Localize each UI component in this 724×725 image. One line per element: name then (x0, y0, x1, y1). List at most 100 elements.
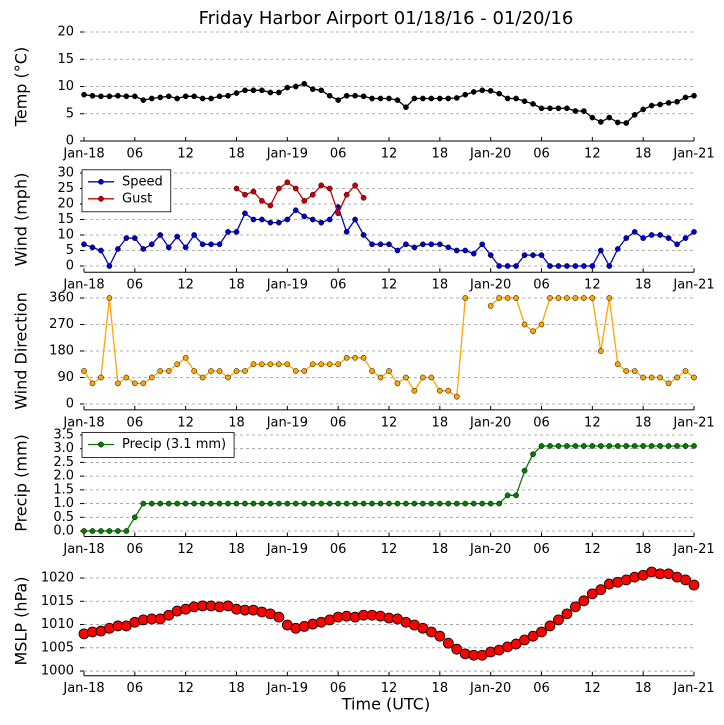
data-point (462, 295, 469, 301)
data-point (586, 588, 598, 600)
data-point (233, 500, 240, 507)
data-point (352, 354, 358, 361)
series-line (84, 445, 694, 532)
data-point (335, 210, 342, 217)
data-point (606, 443, 613, 449)
x-tick-label: 06 (330, 278, 347, 293)
data-point (648, 102, 655, 109)
data-point (487, 500, 494, 507)
data-point (442, 637, 454, 649)
data-point (165, 368, 172, 374)
data-point (106, 295, 113, 301)
data-point (89, 244, 96, 251)
data-point (597, 247, 604, 254)
data-point (318, 500, 325, 507)
data-point (445, 244, 452, 251)
data-point (157, 368, 164, 374)
x-tick-label: Jan-20 (469, 278, 511, 293)
y-tick-label: 3.5 (53, 427, 74, 442)
y-tick-label: 15 (57, 212, 74, 227)
data-point (479, 241, 486, 248)
data-point (530, 101, 536, 107)
data-point (335, 361, 342, 368)
data-point (674, 241, 680, 248)
data-point (513, 295, 519, 301)
data-point (631, 111, 638, 118)
data-point (335, 97, 342, 103)
data-point (276, 89, 282, 96)
y-axis-label: Wind (mph) (12, 173, 31, 267)
data-point (309, 86, 316, 93)
data-point (326, 500, 333, 507)
data-point (301, 80, 308, 87)
data-point (163, 609, 175, 621)
data-point (250, 500, 257, 507)
data-point (470, 500, 477, 507)
data-point (233, 368, 240, 374)
x-tick-label: Jan-20 (469, 415, 511, 430)
data-point (301, 368, 308, 374)
data-point (343, 354, 350, 361)
x-tick-label: 18 (228, 147, 245, 162)
x-tick-label: Jan-21 (672, 542, 714, 557)
y-tick-label: 2.5 (53, 455, 74, 470)
x-tick-label: 18 (432, 278, 449, 293)
data-point (123, 528, 130, 534)
data-point (174, 95, 181, 102)
x-tick-label: Jan-19 (266, 278, 308, 293)
x-tick-label: 06 (533, 278, 550, 293)
x-tick-label: Jan-20 (469, 147, 511, 162)
data-point (648, 443, 655, 449)
data-point (273, 611, 285, 623)
data-point (513, 95, 519, 102)
data-point (225, 500, 231, 507)
data-point (487, 252, 494, 258)
data-point (191, 500, 197, 507)
data-point (267, 89, 274, 96)
data-point (225, 374, 231, 381)
data-point (428, 374, 435, 381)
legend-marker (98, 195, 104, 202)
data-point (360, 500, 367, 507)
x-tick-label: 06 (533, 147, 550, 162)
data-point (377, 500, 384, 507)
data-point (597, 119, 604, 125)
x-tick-label: 18 (432, 542, 449, 557)
x-tick-label: 18 (228, 542, 245, 557)
data-point (555, 263, 562, 269)
data-point (555, 295, 562, 301)
data-point (182, 244, 189, 251)
data-point (564, 295, 570, 301)
y-tick-label: 1015 (41, 594, 74, 609)
data-point (309, 500, 316, 507)
data-point (436, 500, 443, 507)
x-tick-label: Jan-19 (266, 147, 308, 162)
x-tick-label: Jan-19 (266, 681, 308, 696)
data-point (555, 443, 562, 449)
x-tick-label: 18 (432, 681, 449, 696)
data-point (536, 626, 547, 638)
x-tick-label: 12 (584, 542, 601, 557)
data-point (665, 235, 672, 241)
x-tick-label: 06 (127, 147, 144, 162)
y-tick-label: 360 (49, 290, 74, 305)
data-point (544, 620, 556, 632)
data-point (470, 250, 477, 257)
data-point (115, 246, 121, 252)
data-point (326, 216, 333, 223)
y-tick-label: 1000 (41, 664, 74, 679)
data-point (140, 97, 147, 103)
data-point (674, 98, 680, 105)
data-point (242, 87, 248, 94)
data-point (360, 93, 367, 100)
x-tick-label: Jan-19 (266, 542, 308, 557)
y-tick-label: 270 (49, 317, 74, 332)
data-point (547, 105, 553, 112)
data-point (115, 528, 121, 534)
x-tick-label: 06 (330, 147, 347, 162)
data-point (284, 84, 291, 91)
data-point (691, 374, 697, 381)
data-point (115, 92, 121, 99)
series-line (236, 181, 365, 216)
data-point (377, 374, 384, 381)
